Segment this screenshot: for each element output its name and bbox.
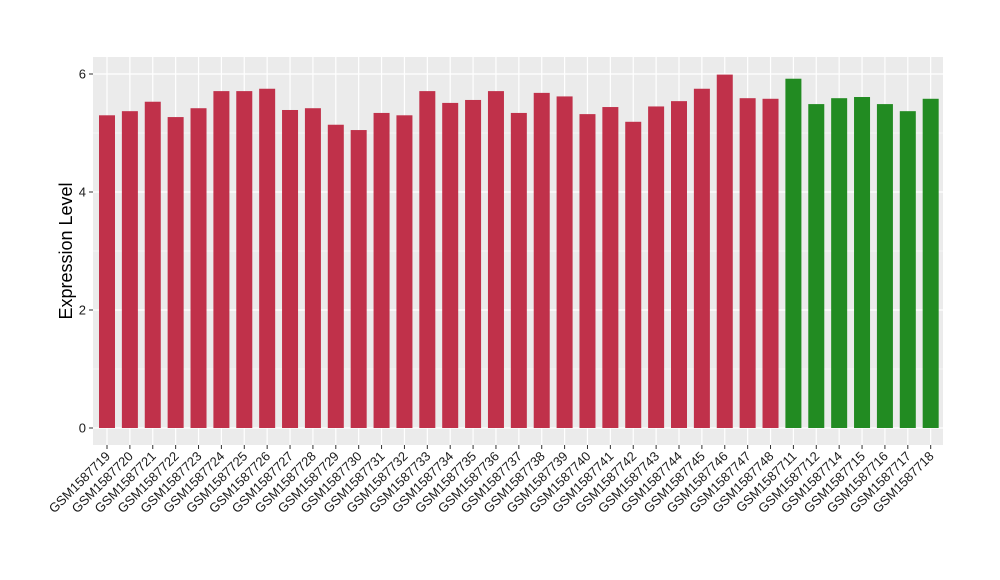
y-axis-title: Expression Level (56, 182, 76, 319)
bars (99, 74, 939, 429)
bar-GSM1587712 (808, 104, 825, 428)
bar-GSM1587716 (876, 104, 893, 428)
bar-GSM1587730 (350, 130, 367, 429)
y-axis: 0 2 4 6 (79, 67, 93, 436)
bar-GSM1587717 (899, 111, 916, 429)
bar-GSM1587735 (465, 99, 482, 429)
bar-GSM1587739 (556, 96, 573, 429)
bar-GSM1587748 (762, 98, 779, 428)
bar-GSM1587714 (831, 98, 848, 428)
bar-GSM1587741 (602, 107, 619, 428)
bar-GSM1587738 (533, 92, 550, 428)
y-tick-label: 4 (79, 185, 86, 200)
bar-GSM1587721 (144, 101, 161, 428)
bar-GSM1587747 (739, 98, 756, 428)
bar-GSM1587732 (396, 115, 413, 429)
bar-GSM1587727 (282, 109, 299, 429)
bar-GSM1587736 (487, 91, 504, 429)
bar-GSM1587737 (510, 112, 527, 428)
bar-GSM1587722 (167, 117, 184, 428)
bar-GSM1587746 (716, 74, 733, 428)
y-tick-label: 6 (79, 67, 86, 82)
bar-GSM1587733 (419, 91, 436, 429)
bar-GSM1587726 (259, 88, 276, 428)
bar-GSM1587724 (213, 91, 230, 429)
bar-GSM1587719 (99, 115, 115, 429)
bar-GSM1587742 (625, 121, 642, 428)
bar-GSM1587745 (693, 88, 710, 428)
bar-GSM1587734 (442, 102, 459, 428)
bar-GSM1587729 (327, 124, 344, 429)
y-tick-label: 0 (79, 421, 86, 436)
bar-GSM1587725 (236, 91, 253, 429)
bar-GSM1587731 (373, 112, 390, 428)
bar-GSM1587744 (671, 101, 687, 428)
bar-GSM1587740 (579, 114, 596, 429)
bar-GSM1587718 (922, 98, 939, 428)
bar-GSM1587711 (785, 78, 802, 428)
bar-GSM1587723 (190, 108, 207, 428)
bar-GSM1587720 (121, 111, 138, 429)
x-axis: GSM1587719GSM1587720GSM1587721GSM1587722… (46, 445, 937, 516)
bar-GSM1587728 (304, 108, 321, 428)
bar-GSM1587715 (854, 97, 871, 428)
y-tick-label: 2 (79, 303, 86, 318)
bar-GSM1587743 (648, 106, 665, 428)
